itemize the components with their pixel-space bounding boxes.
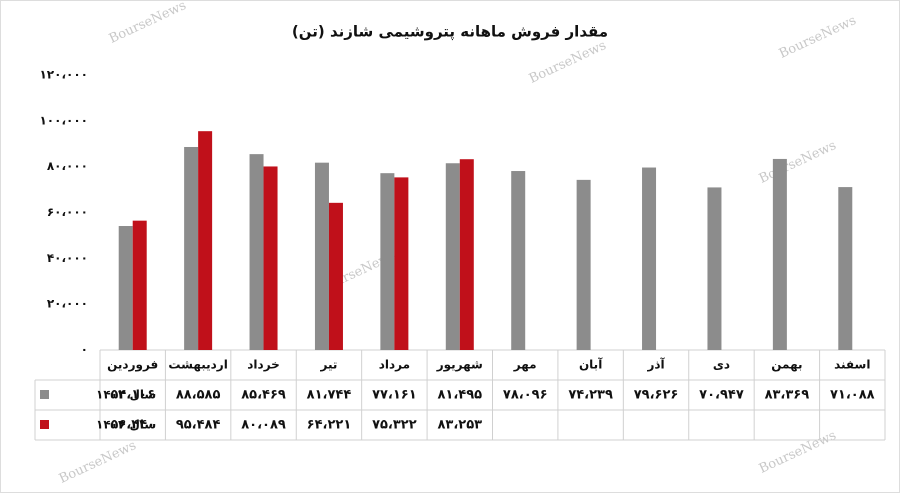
- bar: [445, 163, 460, 350]
- table-value: ۸۸،۵۸۵: [176, 388, 221, 403]
- x-tick-label: مرداد: [379, 358, 410, 372]
- table-value: ۸۳،۳۶۹: [765, 388, 810, 403]
- x-tick-label: اردیبهشت: [168, 358, 227, 372]
- bar: [511, 171, 526, 350]
- x-tick-label: تیر: [320, 358, 338, 372]
- table-value: ۸۱،۷۴۴: [307, 388, 352, 403]
- x-tick-label: شهریور: [436, 358, 483, 373]
- table-value: ۷۸،۰۹۶: [503, 388, 548, 403]
- table-value: ۸۵،۴۶۹: [241, 388, 286, 403]
- y-tick-label: ۱۲۰،۰۰۰: [39, 68, 88, 82]
- y-tick-label: ۰: [81, 343, 88, 357]
- bar: [459, 159, 474, 350]
- bar: [772, 158, 787, 350]
- bar: [380, 173, 395, 350]
- table-value: ۵۴،۱۰۶: [110, 388, 155, 403]
- x-tick-label: خرداد: [247, 358, 280, 372]
- x-tick-label: مهر: [513, 358, 537, 372]
- bar: [198, 131, 213, 350]
- y-tick-label: ۲۰،۰۰۰: [47, 297, 88, 311]
- y-tick-label: ۱۰۰،۰۰۰: [39, 113, 88, 127]
- x-tick-label: آبان: [579, 357, 603, 372]
- table-value: ۶۴،۲۲۱: [307, 418, 352, 433]
- x-tick-label: دی: [713, 358, 730, 372]
- bar: [328, 202, 343, 350]
- x-tick-label: فروردین: [107, 358, 158, 373]
- x-tick-label: آذر: [646, 357, 665, 372]
- legend-key: [40, 420, 49, 429]
- x-tick-label: اسفند: [834, 358, 870, 372]
- chart-title: مقدار فروش ماهانه پتروشیمی شازند (تن): [292, 23, 608, 42]
- table-value: ۷۱،۰۸۸: [830, 388, 875, 403]
- table-value: ۸۳،۲۵۳: [437, 418, 482, 433]
- table-value: ۹۵،۴۸۴: [176, 418, 221, 433]
- table-value: ۷۵،۳۲۲: [372, 418, 417, 433]
- bar: [184, 146, 199, 350]
- legend-key: [40, 390, 49, 399]
- table-value: ۸۰،۰۸۹: [241, 418, 286, 433]
- y-tick-label: ۸۰،۰۰۰: [47, 159, 88, 173]
- table-value: ۷۴،۲۳۹: [568, 388, 613, 403]
- bar: [642, 167, 657, 350]
- y-tick-label: ۴۰،۰۰۰: [47, 251, 88, 265]
- table-value: ۷۹،۶۲۶: [634, 388, 679, 403]
- bar: [118, 226, 133, 350]
- table-value: ۵۶،۴۴۰: [110, 418, 155, 433]
- bar: [132, 220, 147, 350]
- legend-label: سال ۱۴۰۲: [96, 388, 156, 402]
- table-value: ۷۰،۹۴۷: [699, 388, 744, 403]
- bar: [838, 187, 853, 350]
- y-tick-label: ۶۰،۰۰۰: [47, 205, 88, 219]
- legend-label: سال ۱۴۰۳: [96, 418, 156, 432]
- bar: [707, 187, 722, 350]
- bar: [576, 179, 591, 350]
- table-value: ۸۱،۴۹۵: [437, 388, 482, 403]
- table-value: ۷۷،۱۶۱: [372, 388, 417, 403]
- bar: [394, 177, 409, 350]
- bar: [263, 166, 278, 350]
- bar: [314, 162, 329, 350]
- bar: [249, 154, 264, 350]
- x-tick-label: بهمن: [771, 358, 802, 372]
